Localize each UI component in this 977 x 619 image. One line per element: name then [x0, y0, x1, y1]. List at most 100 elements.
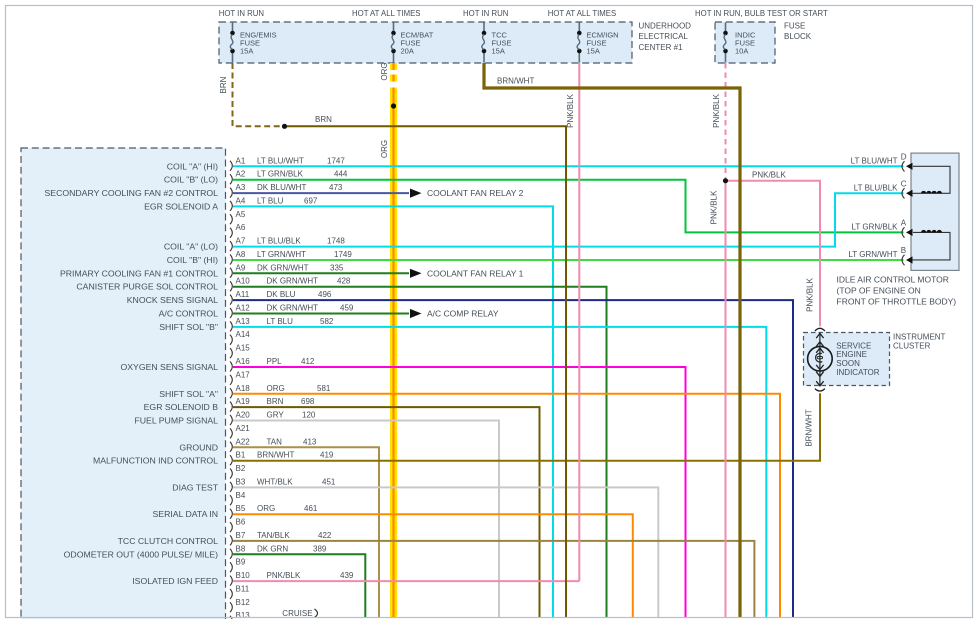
svg-text:A9: A9: [236, 263, 246, 272]
svg-text:WHT/BLK: WHT/BLK: [257, 477, 293, 486]
svg-text:B: B: [901, 246, 906, 255]
svg-text:MALFUNCTION IND CONTROL: MALFUNCTION IND CONTROL: [93, 456, 218, 466]
svg-text:ORG: ORG: [380, 140, 389, 158]
svg-text:ECM/BAT: ECM/BAT: [401, 30, 434, 39]
svg-text:DK GRN: DK GRN: [257, 544, 288, 553]
svg-text:PNK/BLK: PNK/BLK: [710, 190, 719, 224]
svg-text:A14: A14: [236, 330, 251, 339]
svg-text:A18: A18: [236, 384, 251, 393]
svg-text:CLUSTER: CLUSTER: [893, 342, 931, 351]
svg-text:B1: B1: [236, 451, 246, 460]
svg-text:444: 444: [334, 170, 348, 179]
svg-text:A/C COMP RELAY: A/C COMP RELAY: [427, 309, 499, 319]
svg-text:B3: B3: [236, 477, 246, 486]
svg-text:B9: B9: [236, 558, 246, 567]
svg-text:FRONT OF THROTTLE BODY): FRONT OF THROTTLE BODY): [837, 296, 957, 306]
svg-text:1749: 1749: [334, 250, 352, 259]
svg-text:A: A: [901, 218, 907, 227]
svg-text:A21: A21: [236, 424, 251, 433]
svg-text:C: C: [901, 179, 907, 188]
svg-text:A3: A3: [236, 183, 246, 192]
svg-text:496: 496: [318, 290, 332, 299]
svg-text:419: 419: [320, 451, 334, 460]
svg-text:ODOMETER OUT (4000 PULSE/ MILE: ODOMETER OUT (4000 PULSE/ MILE): [64, 549, 218, 559]
svg-text:473: 473: [329, 183, 343, 192]
svg-text:A22: A22: [236, 437, 251, 446]
svg-text:LT BLU/BLK: LT BLU/BLK: [257, 237, 301, 246]
svg-text:A5: A5: [236, 210, 246, 219]
svg-text:PNK/BLK: PNK/BLK: [267, 571, 301, 580]
svg-text:IDLE AIR CONTROL MOTOR: IDLE AIR CONTROL MOTOR: [837, 275, 949, 285]
svg-text:DK BLU: DK BLU: [267, 290, 296, 299]
svg-text:BRN: BRN: [315, 115, 332, 124]
svg-text:LT BLU/WHT: LT BLU/WHT: [851, 156, 898, 165]
svg-text:INDICATOR: INDICATOR: [836, 368, 879, 377]
svg-text:LT GRN/BLK: LT GRN/BLK: [852, 222, 899, 231]
svg-text:A4: A4: [236, 196, 246, 205]
svg-text:ENGINE: ENGINE: [836, 350, 867, 359]
svg-text:FUSE: FUSE: [240, 39, 260, 48]
svg-text:A/C CONTROL: A/C CONTROL: [159, 309, 219, 319]
svg-text:B12: B12: [236, 598, 251, 607]
svg-text:ECM/IGN: ECM/IGN: [587, 30, 619, 39]
svg-text:D: D: [901, 152, 907, 161]
svg-text:SERIAL DATA IN: SERIAL DATA IN: [153, 509, 219, 519]
svg-text:FUSE: FUSE: [492, 39, 512, 48]
svg-text:COIL "A" (LO): COIL "A" (LO): [164, 242, 218, 252]
svg-text:B4: B4: [236, 491, 246, 500]
svg-text:120: 120: [302, 411, 316, 420]
svg-text:1747: 1747: [327, 156, 345, 165]
svg-text:461: 461: [304, 504, 318, 513]
svg-text:INDIC: INDIC: [735, 30, 756, 39]
svg-text:COOLANT FAN RELAY 2: COOLANT FAN RELAY 2: [427, 188, 524, 198]
svg-text:BLOCK: BLOCK: [784, 32, 812, 41]
svg-text:LT GRN/BLK: LT GRN/BLK: [257, 170, 304, 179]
svg-text:15A: 15A: [240, 46, 253, 55]
svg-text:428: 428: [337, 277, 351, 286]
svg-text:1748: 1748: [327, 237, 345, 246]
svg-text:TCC: TCC: [492, 30, 508, 39]
svg-text:A11: A11: [236, 290, 250, 299]
svg-text:DK GRN/WHT: DK GRN/WHT: [267, 277, 319, 286]
svg-text:20A: 20A: [401, 46, 414, 55]
svg-text:COIL "B" (HI): COIL "B" (HI): [167, 255, 218, 265]
svg-text:B11: B11: [236, 585, 250, 594]
svg-text:PNK/BLK: PNK/BLK: [712, 93, 721, 127]
svg-text:BRN/WHT: BRN/WHT: [497, 77, 534, 86]
svg-text:B6: B6: [236, 518, 246, 527]
svg-text:A13: A13: [236, 317, 251, 326]
svg-text:ELECTRICAL: ELECTRICAL: [639, 32, 689, 41]
svg-text:HOT AT ALL TIMES: HOT AT ALL TIMES: [352, 9, 420, 18]
svg-text:15A: 15A: [587, 46, 600, 55]
svg-text:COIL "B" (LO): COIL "B" (LO): [164, 175, 218, 185]
svg-text:DIAG TEST: DIAG TEST: [172, 482, 218, 492]
svg-text:B8: B8: [236, 544, 246, 553]
svg-text:LT GRN/WHT: LT GRN/WHT: [848, 250, 897, 259]
svg-text:A10: A10: [236, 277, 251, 286]
svg-text:A19: A19: [236, 397, 251, 406]
svg-text:GRY: GRY: [267, 411, 285, 420]
svg-text:LT BLU: LT BLU: [267, 317, 294, 326]
svg-text:LT GRN/WHT: LT GRN/WHT: [257, 250, 306, 259]
svg-text:389: 389: [313, 544, 327, 553]
svg-text:PRIMARY COOLING FAN #1 CONTROL: PRIMARY COOLING FAN #1 CONTROL: [60, 268, 218, 278]
svg-text:PNK/BLK: PNK/BLK: [752, 170, 786, 179]
svg-text:ISOLATED IGN FEED: ISOLATED IGN FEED: [132, 576, 218, 586]
svg-text:PPL: PPL: [267, 357, 283, 366]
svg-text:A15: A15: [236, 344, 251, 353]
svg-text:A16: A16: [236, 357, 251, 366]
svg-text:697: 697: [304, 196, 318, 205]
svg-text:451: 451: [322, 477, 336, 486]
svg-text:HOT AT ALL TIMES: HOT AT ALL TIMES: [548, 9, 616, 18]
svg-text:B7: B7: [236, 531, 246, 540]
svg-text:FUSE: FUSE: [784, 22, 805, 31]
svg-text:412: 412: [301, 357, 315, 366]
svg-text:ORG: ORG: [257, 504, 275, 513]
svg-text:459: 459: [340, 304, 354, 313]
svg-text:B5: B5: [236, 504, 246, 513]
svg-text:15A: 15A: [492, 46, 505, 55]
svg-text:TAN/BLK: TAN/BLK: [257, 531, 290, 540]
svg-text:698: 698: [301, 397, 315, 406]
svg-text:HOT IN RUN: HOT IN RUN: [219, 9, 264, 18]
svg-text:A6: A6: [236, 223, 246, 232]
